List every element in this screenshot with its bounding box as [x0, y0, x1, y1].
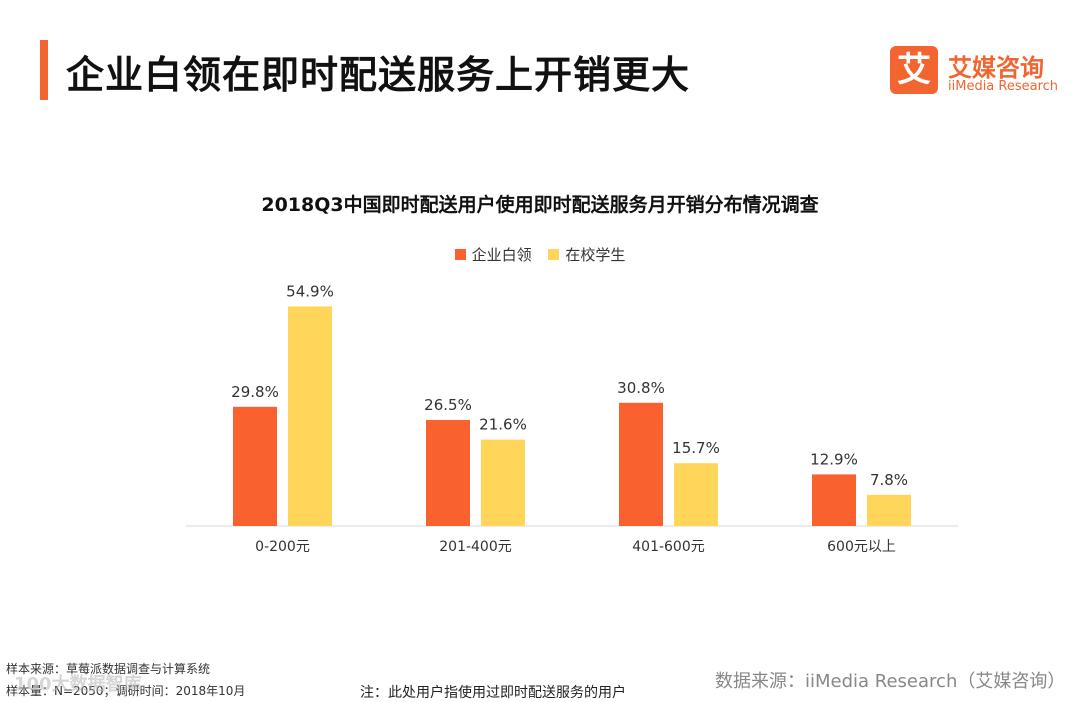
- x-tick-label-1: 201-400元: [439, 539, 512, 555]
- bar-0-2: [619, 402, 663, 526]
- sample-size-text: 样本量：N=2050；调研时间：2018年10月: [6, 684, 246, 698]
- legend-swatch-0: [454, 249, 466, 260]
- sample-source-text: 样本来源：草莓派数据调查与计算系统: [6, 662, 211, 676]
- legend-swatch-1: [548, 249, 560, 260]
- x-tick-label-0: 0-200元: [255, 539, 310, 555]
- bar-0-3: [812, 474, 856, 526]
- data-label-0-2: 30.8%: [617, 379, 665, 397]
- data-label-0-1: 26.5%: [424, 396, 472, 414]
- page-title: 企业白领在即时配送服务上开销更大: [66, 53, 691, 97]
- data-label-1-1: 21.6%: [479, 416, 527, 434]
- data-source-text: 数据来源：iiMedia Research（艾媒咨询）: [715, 671, 1066, 692]
- data-label-0-3: 12.9%: [810, 450, 858, 468]
- x-tick-label-2: 401-600元: [632, 539, 705, 555]
- watermark-text: 100大数据智库: [14, 674, 142, 695]
- bar-0-1: [426, 420, 470, 526]
- bar-1-2: [674, 463, 718, 526]
- data-label-1-3: 7.8%: [870, 471, 908, 489]
- x-tick-label-3: 600元以上: [827, 539, 896, 555]
- logo-name-cn: 艾媒咨询: [948, 54, 1044, 82]
- logo-name-en: iiMedia Research: [948, 79, 1059, 94]
- legend-item-series-1: 在校学生: [548, 244, 625, 265]
- legend-item-series-0: 企业白领: [454, 244, 532, 265]
- bar-1-0: [288, 306, 332, 526]
- title-accent-bar: [40, 40, 48, 100]
- legend-label-1: 在校学生: [565, 246, 626, 264]
- brand-logo: 艾 艾媒咨询 iiMedia Research: [890, 46, 1065, 98]
- footnote: 注：此处用户指使用过即时配送服务的用户: [360, 685, 626, 701]
- bar-1-1: [481, 439, 525, 526]
- logo-mark-icon: 艾: [890, 46, 938, 94]
- data-label-1-2: 15.7%: [672, 439, 720, 457]
- chart-title: 2018Q3中国即时配送用户使用即时配送服务月开销分布情况调查: [261, 194, 819, 216]
- chart-legend: 企业白领 在校学生: [0, 244, 1080, 265]
- legend-label-0: 企业白领: [471, 246, 532, 264]
- data-label-0-0: 29.8%: [231, 383, 279, 401]
- data-label-1-0: 54.9%: [286, 282, 334, 300]
- bar-0-0: [233, 406, 277, 526]
- bar-1-3: [867, 494, 911, 526]
